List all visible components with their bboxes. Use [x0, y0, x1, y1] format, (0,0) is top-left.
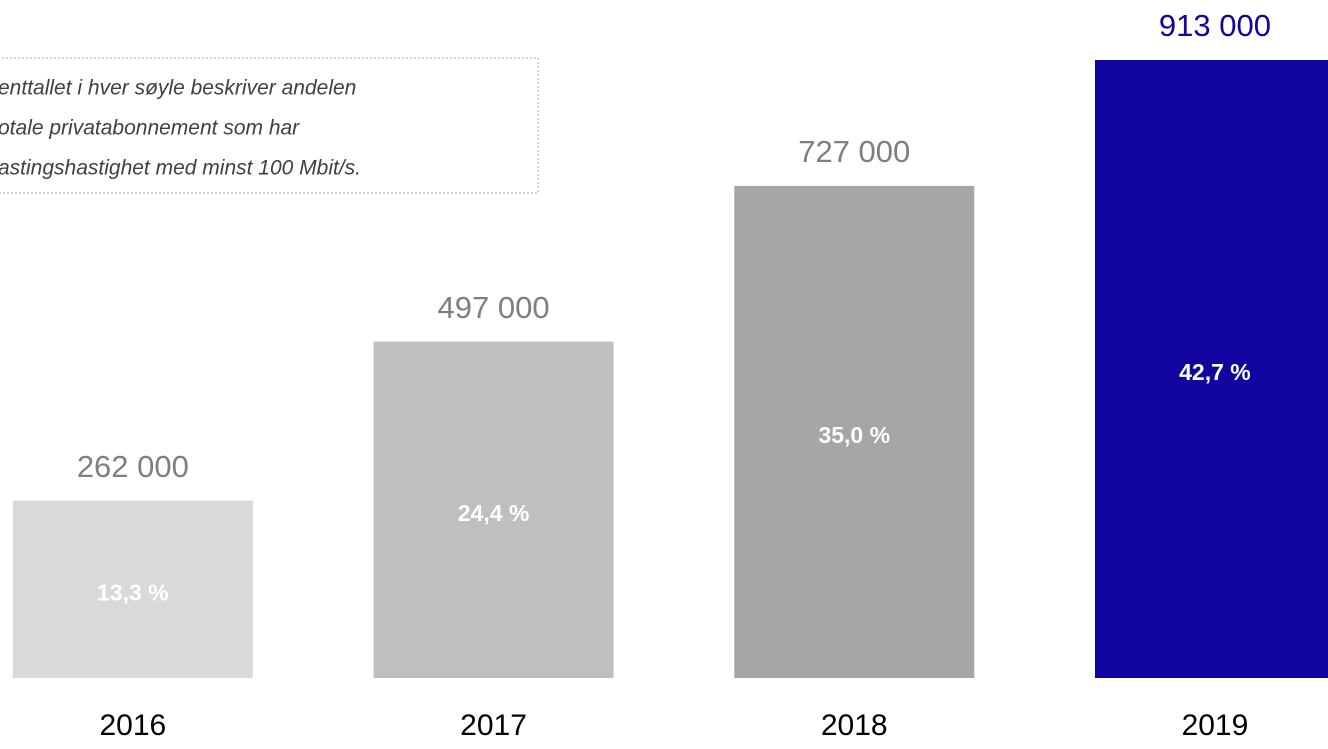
bar	[734, 185, 975, 678]
share-label: 13,3 %	[97, 579, 169, 605]
value-label: 262 000	[77, 449, 189, 484]
x-tick-label: 2019	[1182, 709, 1249, 742]
bar	[12, 500, 253, 678]
share-label: 35,0 %	[818, 422, 890, 448]
annotation-line: astingshastighet med minst 100 Mbit/s.	[0, 157, 361, 180]
bar	[373, 341, 614, 678]
x-tick-label: 2016	[99, 709, 166, 742]
annotation-line: otale privatabonnement som har	[0, 117, 300, 140]
share-label: 42,7 %	[1179, 359, 1251, 385]
value-label: 913 000	[1159, 8, 1271, 43]
value-label: 727 000	[798, 134, 910, 169]
x-tick-label: 2018	[821, 709, 888, 742]
bar	[1094, 60, 1328, 678]
annotation-line: enttallet i hver søyle beskriver andelen	[0, 77, 356, 100]
x-tick-label: 2017	[460, 709, 527, 742]
value-label: 497 000	[438, 290, 550, 325]
annotation-box	[0, 57, 539, 194]
share-label: 24,4 %	[458, 500, 530, 526]
